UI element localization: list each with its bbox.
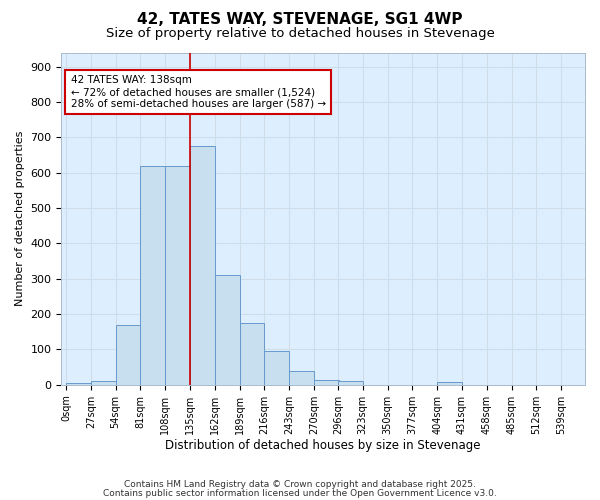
- Text: 42 TATES WAY: 138sqm
← 72% of detached houses are smaller (1,524)
28% of semi-de: 42 TATES WAY: 138sqm ← 72% of detached h…: [71, 76, 326, 108]
- Bar: [265, 350, 289, 385]
- X-axis label: Distribution of detached houses by size in Stevenage: Distribution of detached houses by size …: [166, 440, 481, 452]
- Text: Contains public sector information licensed under the Open Government Licence v3: Contains public sector information licen…: [103, 488, 497, 498]
- Bar: [66, 383, 91, 385]
- Bar: [91, 380, 116, 385]
- Text: Contains HM Land Registry data © Crown copyright and database right 2025.: Contains HM Land Registry data © Crown c…: [124, 480, 476, 489]
- Bar: [116, 324, 140, 385]
- Text: Size of property relative to detached houses in Stevenage: Size of property relative to detached ho…: [106, 28, 494, 40]
- Bar: [190, 146, 215, 385]
- Bar: [165, 166, 190, 385]
- Text: 42, TATES WAY, STEVENAGE, SG1 4WP: 42, TATES WAY, STEVENAGE, SG1 4WP: [137, 12, 463, 28]
- Bar: [437, 382, 462, 385]
- Bar: [140, 166, 165, 385]
- Bar: [338, 380, 363, 385]
- Bar: [289, 370, 314, 385]
- Bar: [215, 275, 239, 385]
- Bar: [314, 380, 339, 385]
- Y-axis label: Number of detached properties: Number of detached properties: [15, 131, 25, 306]
- Bar: [239, 323, 265, 385]
